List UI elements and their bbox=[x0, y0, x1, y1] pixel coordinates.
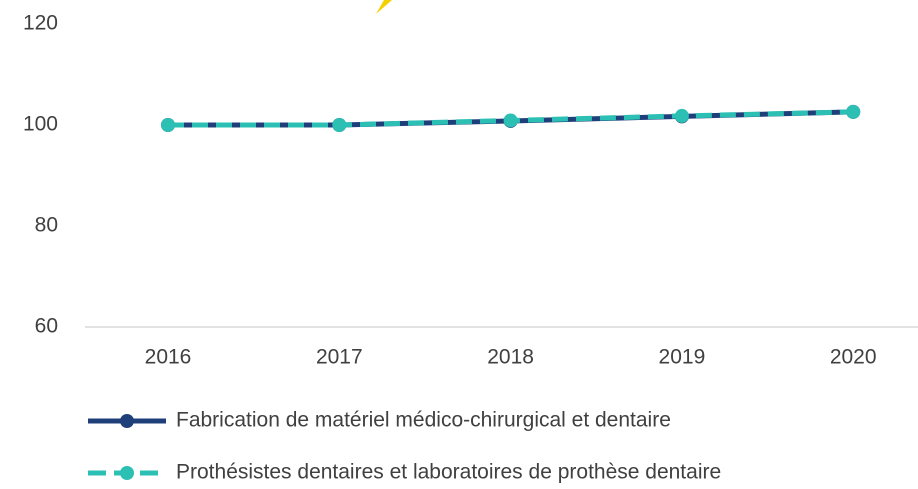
data-point bbox=[674, 108, 689, 123]
legend-label: Fabrication de matériel médico-chirurgic… bbox=[176, 409, 671, 432]
legend-marker bbox=[120, 466, 134, 480]
data-point bbox=[503, 113, 518, 128]
data-point bbox=[332, 118, 347, 132]
decoration bbox=[376, 0, 392, 14]
y-tick-label: 120 bbox=[23, 12, 58, 35]
y-tick-label: 80 bbox=[35, 214, 58, 237]
x-tick-label: 2019 bbox=[659, 346, 706, 369]
x-tick-label: 2020 bbox=[830, 346, 877, 369]
legend-marker bbox=[120, 414, 134, 428]
data-point bbox=[161, 118, 175, 132]
data-point bbox=[846, 104, 861, 119]
x-tick-label: 2018 bbox=[487, 346, 534, 369]
legend-label: Prothésistes dentaires et laboratoires d… bbox=[176, 461, 721, 484]
x-tick-label: 2016 bbox=[145, 346, 192, 369]
x-tick-label: 2017 bbox=[316, 346, 363, 369]
y-tick-label: 100 bbox=[23, 113, 58, 136]
y-tick-label: 60 bbox=[35, 315, 58, 338]
